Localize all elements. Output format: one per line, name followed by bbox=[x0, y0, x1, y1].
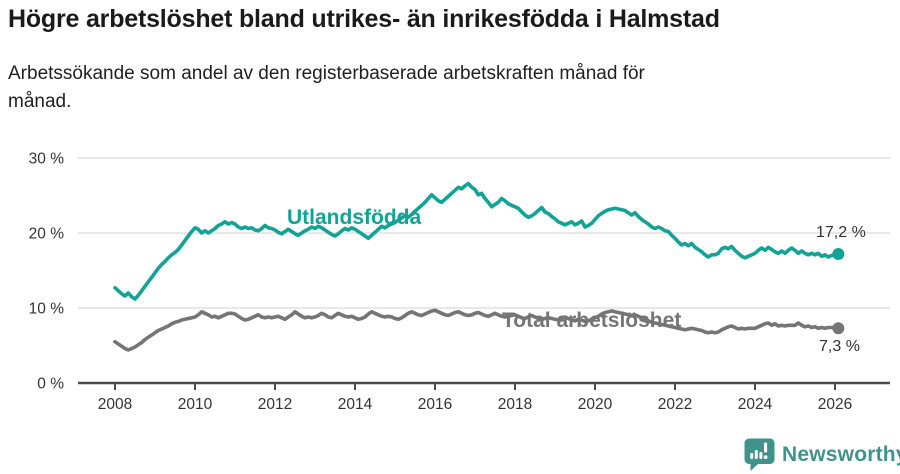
end-value-label-utlandsfodda: 17,2 % bbox=[816, 224, 866, 241]
chart-title: Högre arbetslöshet bland utrikes- än inr… bbox=[8, 5, 720, 33]
x-axis-tick-label: 2008 bbox=[98, 396, 132, 413]
x-axis-tick-label: 2012 bbox=[258, 396, 292, 413]
y-axis-tick-label: 20 % bbox=[29, 226, 65, 243]
series-label-utlandsfodda: Utlandsfödda bbox=[287, 206, 422, 229]
y-axis-tick-label: 30 % bbox=[29, 151, 65, 168]
x-axis-tick-label: 2014 bbox=[338, 396, 373, 413]
chart-subtitle: Arbetssökande som andel av den registerb… bbox=[8, 63, 645, 112]
y-axis-tick-label: 0 % bbox=[37, 376, 64, 393]
end-value-label-total: 7,3 % bbox=[819, 338, 860, 355]
x-axis-tick-label: 2022 bbox=[658, 396, 692, 413]
series-label-total-arbetsloshet: Total arbetslöshet bbox=[502, 309, 682, 332]
y-axis-tick-label: 10 % bbox=[29, 301, 65, 318]
x-axis-tick-label: 2024 bbox=[738, 396, 773, 413]
x-axis-tick-label: 2020 bbox=[578, 396, 613, 413]
x-axis-tick-label: 2010 bbox=[178, 396, 213, 413]
series-line-0 bbox=[113, 181, 841, 301]
newsworthy-icon bbox=[744, 438, 775, 472]
x-axis-tick-label: 2026 bbox=[818, 396, 852, 413]
series-end-dot-0 bbox=[832, 248, 845, 260]
series-end-dot-1 bbox=[832, 322, 845, 335]
x-axis-tick-label: 2018 bbox=[498, 396, 532, 413]
brand-name: Newsworthy bbox=[782, 443, 900, 466]
series-line-1 bbox=[113, 308, 841, 352]
x-axis-tick-label: 2016 bbox=[418, 396, 452, 413]
newsworthy-logo[interactable]: Newsworthy bbox=[744, 438, 900, 472]
